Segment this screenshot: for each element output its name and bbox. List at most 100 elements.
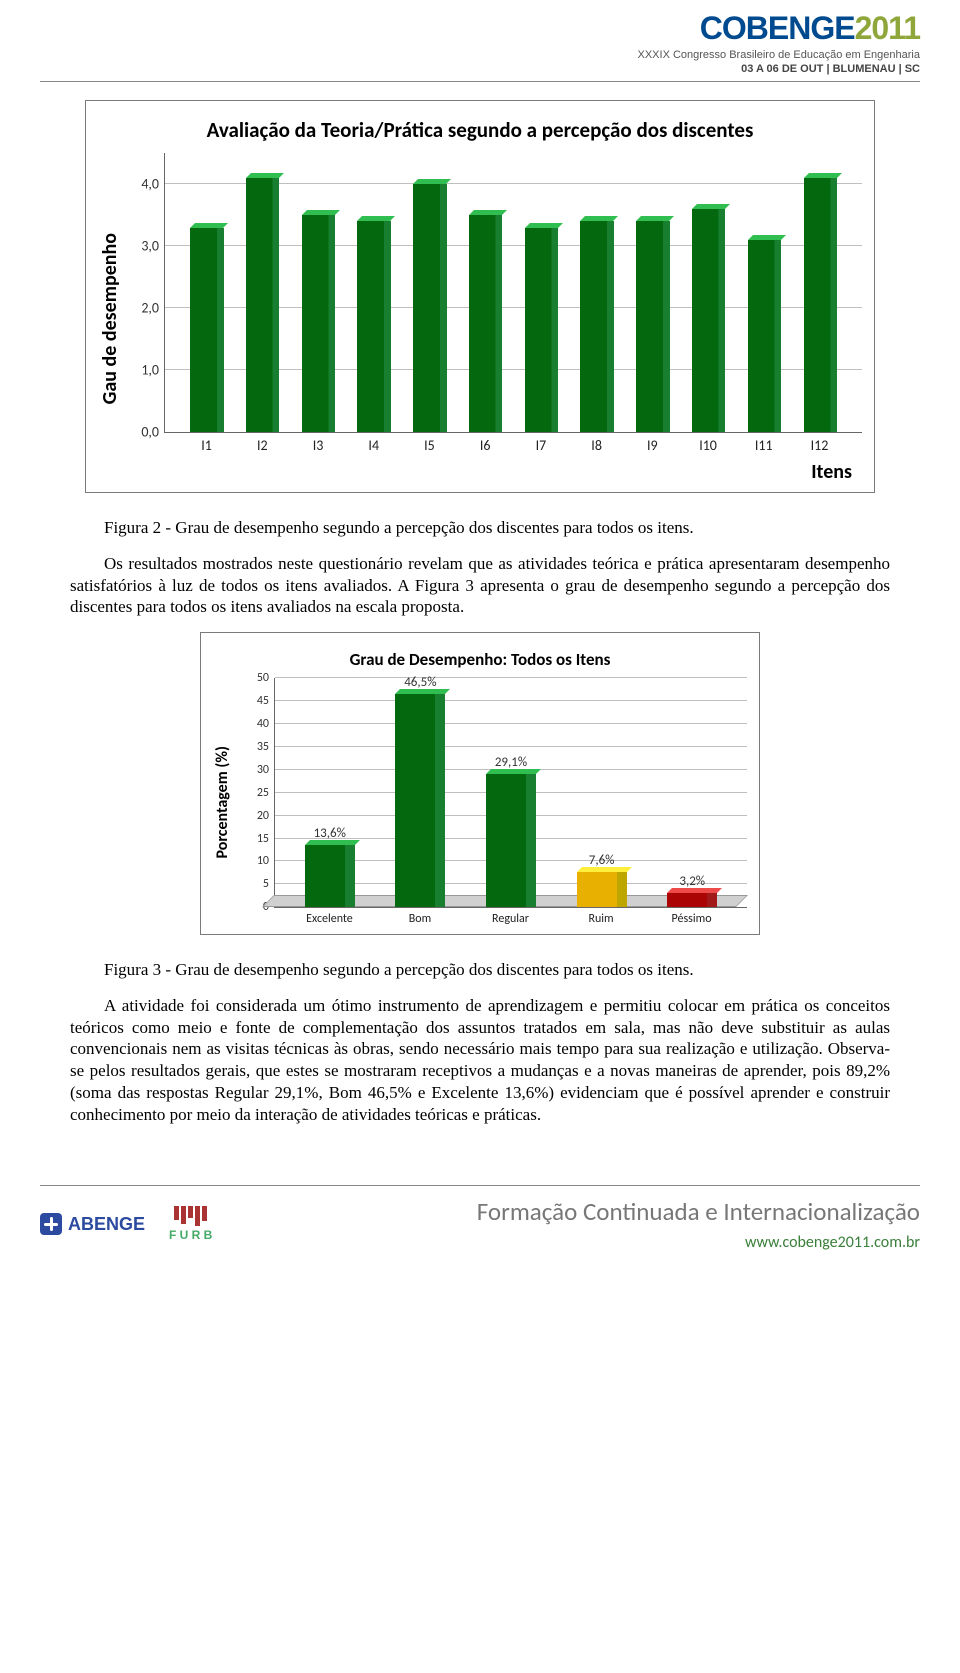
logo-subtitle-1: XXXIX Congresso Brasileiro de Educação e… [638, 49, 921, 62]
chart-1-ylabel: Gau de desempenho [98, 233, 122, 404]
bar: 7,6% [577, 872, 627, 907]
ytick-label: 30 [257, 763, 275, 777]
bars-row: 13,6% 46,5% 29,1% 7,6% 3,2% [275, 678, 747, 907]
footer-url: www.cobenge2011.com.br [232, 1233, 920, 1252]
xtick-label: Péssimo [646, 912, 737, 926]
footer-divider [40, 1185, 920, 1186]
page-header: COBENGE2011 XXXIX Congresso Brasileiro d… [0, 0, 960, 82]
bar [357, 221, 390, 432]
ytick-label: 10 [257, 854, 275, 868]
bar [190, 228, 223, 433]
logo-title: COBENGE2011 [638, 10, 921, 47]
xtick-label: Ruim [556, 912, 647, 926]
xtick-label: I11 [736, 437, 792, 454]
bar-slot [514, 153, 570, 432]
bar-slot: 46,5% [375, 678, 466, 907]
bars-row [165, 153, 862, 432]
bar-slot [625, 153, 681, 432]
chart-1-xaxis-label: Itens [126, 460, 862, 484]
bar [302, 215, 335, 432]
bar-slot: 7,6% [556, 678, 647, 907]
bar-value-label: 13,6% [314, 826, 346, 841]
bar-slot [402, 153, 458, 432]
bar-slot [458, 153, 514, 432]
ytick-label: 5 [263, 877, 275, 891]
bar [469, 215, 502, 432]
furb-label: F U R B [169, 1228, 212, 1242]
bar-slot: 3,2% [647, 678, 738, 907]
bar [525, 228, 558, 433]
xtick-label: I5 [402, 437, 458, 454]
logo-subtitle-2: 03 A 06 DE OUT | BLUMENAU | SC [638, 63, 921, 75]
xtick-label: I7 [513, 437, 569, 454]
ytick-label: 1,0 [141, 362, 165, 379]
xtick-label: I4 [346, 437, 402, 454]
footer-tagline: Formação Continuada e Internacionalizaçã… [232, 1196, 920, 1227]
ytick-label: 4,0 [141, 176, 165, 193]
bar [580, 221, 613, 432]
xtick-label: Regular [465, 912, 556, 926]
bar-slot [681, 153, 737, 432]
figure-2-caption: Figura 2 - Grau de desempenho segundo a … [70, 517, 890, 539]
bar-slot [179, 153, 235, 432]
bar-slot [792, 153, 848, 432]
bar [413, 184, 446, 432]
chart-2-title: Grau de Desempenho: Todos os Itens [213, 649, 747, 670]
bar-value-label: 3,2% [679, 874, 705, 889]
chart-1-plot: 0,01,02,03,04,0 [164, 153, 862, 433]
chart-1-title: Avaliação da Teoria/Prática segundo a pe… [98, 117, 862, 143]
ytick-label: 15 [257, 832, 275, 846]
bar: 46,5% [395, 694, 445, 907]
ytick-label: 45 [257, 694, 275, 708]
ytick-label: 2,0 [141, 300, 165, 317]
xtick-label: I3 [290, 437, 346, 454]
xtick-label: I9 [624, 437, 680, 454]
chart-2-plot: 0510152025303540455013,6%46,5%29,1%7,6%3… [274, 678, 747, 908]
xtick-label: I2 [234, 437, 290, 454]
abenge-icon [40, 1213, 62, 1235]
xtick-label: I1 [179, 437, 235, 454]
bar: 3,2% [667, 893, 717, 908]
ytick-label: 3,0 [141, 238, 165, 255]
logo-year: 2011 [855, 10, 920, 46]
bar [748, 240, 781, 432]
logo-prefix: COBENGE [700, 10, 855, 46]
ytick-label: 20 [257, 809, 275, 823]
bar [246, 178, 279, 432]
xtick-label: I8 [569, 437, 625, 454]
bar-slot: 13,6% [284, 678, 375, 907]
xtick-label: Bom [375, 912, 466, 926]
page-footer: ABENGE F U R B Formação Continuada e Int… [0, 1185, 960, 1270]
bar-value-label: 7,6% [589, 853, 615, 868]
ytick-label: 0,0 [141, 424, 165, 441]
xtick-label: Excelente [284, 912, 375, 926]
ytick-label: 35 [257, 740, 275, 754]
bar-slot: 29,1% [466, 678, 557, 907]
bar-slot [346, 153, 402, 432]
bar [692, 209, 725, 432]
bar [636, 221, 669, 432]
chart-2-ylabel: Porcentagem (%) [213, 746, 232, 859]
xtick-label: I10 [680, 437, 736, 454]
bar-value-label: 46,5% [404, 675, 436, 690]
ytick-label: 50 [257, 671, 275, 685]
paragraph-2: A atividade foi considerada um ótimo ins… [70, 995, 890, 1126]
bar-value-label: 29,1% [495, 755, 527, 770]
abenge-label: ABENGE [68, 1214, 145, 1235]
bar-slot [290, 153, 346, 432]
figure-3-caption: Figura 3 - Grau de desempenho segundo a … [70, 959, 890, 981]
xtick-label: I6 [457, 437, 513, 454]
chart-1-frame: Avaliação da Teoria/Prática segundo a pe… [85, 100, 875, 493]
ytick-label: 25 [257, 786, 275, 800]
bar-slot [569, 153, 625, 432]
xtick-label: I12 [792, 437, 848, 454]
chart-2-xticks: ExcelenteBomRegularRuimPéssimo [274, 908, 747, 926]
bar [804, 178, 837, 432]
bar-slot [737, 153, 793, 432]
chart-1-xticks: I1I2I3I4I5I6I7I8I9I10I11I12 [164, 433, 862, 454]
bar: 29,1% [486, 774, 536, 907]
bar-slot [235, 153, 291, 432]
chart-2-frame: Grau de Desempenho: Todos os Itens Porce… [200, 632, 760, 935]
paragraph-1: Os resultados mostrados neste questionár… [70, 553, 890, 618]
event-logo: COBENGE2011 XXXIX Congresso Brasileiro d… [638, 10, 921, 75]
